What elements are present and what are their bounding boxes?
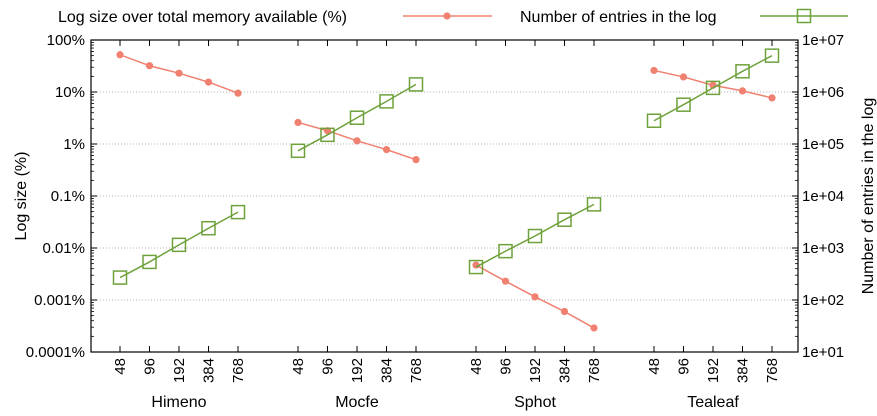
legend-label: Log size over total memory available (%) <box>58 9 347 26</box>
y-left-tick-label: 1% <box>63 136 85 153</box>
data-point-circle <box>234 89 242 97</box>
y-right-tick-label: 1e+06 <box>802 84 844 101</box>
x-tick-label: 96 <box>320 358 337 375</box>
data-point-circle <box>294 118 302 127</box>
data-point-circle <box>650 66 658 75</box>
legend-label: Number of entries in the log <box>520 9 717 26</box>
series-line <box>653 54 773 122</box>
x-tick-label: 96 <box>142 358 159 375</box>
data-point-circle <box>204 78 213 86</box>
x-tick-label: 192 <box>705 358 722 383</box>
data-point-circle <box>531 293 539 301</box>
data-point-square <box>142 254 157 270</box>
group-label: Himeno <box>151 394 206 411</box>
data-point-circle <box>679 73 688 81</box>
y-right-tick-label: 1e+05 <box>802 136 844 153</box>
x-tick-label: 48 <box>112 358 129 375</box>
x-tick-label: 768 <box>586 358 603 383</box>
y-right-tick-label: 1e+03 <box>802 240 844 257</box>
y-right-tick-label: 1e+07 <box>802 32 844 49</box>
y-axis-left-label: Log size (%) <box>13 152 30 241</box>
y-left-tick-label: 0.001% <box>34 292 85 309</box>
data-point-square <box>201 220 216 236</box>
data-point-square <box>468 259 484 275</box>
data-point-square <box>557 212 572 227</box>
group-label: Tealeaf <box>687 394 739 411</box>
x-tick-label: 48 <box>646 358 663 375</box>
x-tick-label: 192 <box>349 358 366 383</box>
data-point-square <box>230 204 246 220</box>
y-axis-right-label: Number of entries in the log <box>860 98 877 295</box>
data-point-circle <box>501 277 510 285</box>
x-tick-label: 96 <box>498 358 515 375</box>
data-point-circle <box>175 69 183 77</box>
y-right-tick-label: 1e+01 <box>802 344 844 361</box>
y-left-tick-label: 10% <box>55 84 85 101</box>
data-point-square <box>290 143 306 159</box>
data-point-square <box>349 110 365 125</box>
x-tick-label: 768 <box>230 358 247 383</box>
y-left-tick-label: 0.01% <box>42 240 85 257</box>
data-point-square <box>676 97 691 112</box>
x-tick-label: 768 <box>764 358 781 383</box>
data-point-square <box>764 48 780 63</box>
data-point-circle <box>116 51 124 59</box>
y-left-tick-label: 100% <box>47 32 85 49</box>
data-point-square <box>379 94 394 109</box>
series-line <box>119 211 239 279</box>
x-tick-label: 48 <box>290 358 307 375</box>
legend: Log size over total memory available (%)… <box>58 8 848 26</box>
x-tick-label: 768 <box>408 358 425 383</box>
x-tick-label: 384 <box>201 358 218 383</box>
data-point-square <box>112 270 128 285</box>
series-layer <box>112 48 780 332</box>
data-point-circle <box>353 137 361 145</box>
data-point-circle <box>768 94 776 102</box>
data-point-square <box>320 127 335 143</box>
x-tick-label: 48 <box>468 358 485 375</box>
data-point-square <box>586 197 602 212</box>
data-point-circle <box>560 307 569 316</box>
x-tick-label: 384 <box>557 358 574 383</box>
data-point-square <box>527 228 543 244</box>
data-point-square <box>735 64 750 79</box>
legend-marker-circle <box>443 12 451 20</box>
y-left-tick-label: 0.1% <box>51 188 85 205</box>
group-label: Mocfe <box>335 394 379 411</box>
x-tick-label: 96 <box>676 358 693 375</box>
y-right-tick-label: 1e+04 <box>802 188 844 205</box>
data-point-circle <box>590 324 598 332</box>
x-tick-label: 384 <box>379 358 396 383</box>
y-right-tick-label: 1e+02 <box>802 292 844 309</box>
legend-marker-square <box>796 8 812 24</box>
x-tick-label: 192 <box>171 358 188 383</box>
grid-lines <box>91 91 798 301</box>
x-tick-label: 384 <box>735 358 752 383</box>
series-line <box>297 83 417 152</box>
x-tick-label: 192 <box>527 358 544 383</box>
data-point-circle <box>412 156 420 164</box>
y-left-tick-label: 0.0001% <box>26 344 85 361</box>
axis-ticks: 0.0001% 1e+01 0.001% 1e+02 0.01% 1e+03 0.1% 1e+… <box>26 32 844 411</box>
group-label: Sphot <box>514 394 556 411</box>
data-point-circle <box>738 87 747 95</box>
data-point-square <box>646 113 662 128</box>
data-point-square <box>408 77 424 92</box>
data-point-circle <box>145 62 154 70</box>
series-line <box>475 203 595 268</box>
data-point-circle <box>382 146 391 154</box>
data-point-square <box>498 243 513 259</box>
data-point-square <box>171 237 187 253</box>
data-point-square <box>705 80 721 96</box>
